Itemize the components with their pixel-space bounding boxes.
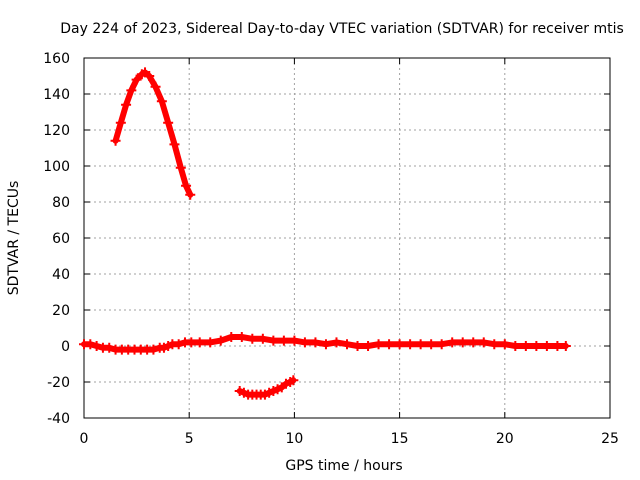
y-tick-label: -20 — [47, 375, 70, 391]
data-point — [278, 335, 289, 346]
data-point — [156, 96, 167, 107]
y-tick-label: 80 — [52, 195, 70, 211]
data-point — [310, 337, 321, 348]
data-point — [384, 339, 395, 350]
data-point — [457, 337, 468, 348]
data-point — [363, 341, 374, 351]
data-point — [541, 341, 552, 351]
data-point — [405, 339, 416, 350]
data-point — [320, 339, 331, 350]
data-point — [104, 342, 115, 353]
x-tick-label: 5 — [185, 431, 194, 447]
data-point — [342, 339, 352, 350]
data-point — [447, 337, 458, 348]
data-point — [520, 341, 531, 351]
data-point — [186, 337, 197, 348]
data-point — [226, 332, 237, 342]
x-tick-label: 20 — [496, 431, 514, 447]
data-point — [373, 339, 384, 350]
data-point — [215, 335, 226, 346]
data-point — [289, 335, 300, 346]
data-point — [236, 332, 247, 342]
y-axis-label: SDTVAR / TECUs — [6, 181, 22, 296]
data-point — [185, 189, 196, 200]
x-tick-label: 0 — [80, 431, 89, 447]
y-tick-label: -40 — [47, 411, 70, 427]
data-point — [181, 180, 192, 191]
data-point — [426, 339, 437, 350]
data-point — [148, 344, 159, 355]
data-point — [150, 81, 161, 92]
x-tick-label: 25 — [601, 431, 619, 447]
x-axis-label: GPS time / hours — [285, 458, 402, 474]
data-point — [510, 341, 521, 351]
series-layer — [79, 67, 571, 400]
ticks: 0 5 10 15 20 25 -40 -20 0 20 40 60 80 100 120 140 160 — [43, 51, 619, 447]
data-point — [268, 335, 279, 346]
data-point — [169, 139, 180, 150]
data-point — [173, 339, 184, 350]
data-point — [91, 341, 102, 351]
data-point — [352, 341, 363, 351]
data-point — [144, 71, 155, 81]
y-tick-label: 120 — [43, 123, 70, 139]
chart-title: Day 224 of 2023, Sidereal Day-to-day VTE… — [60, 21, 624, 37]
data-point — [194, 337, 205, 348]
data-point — [478, 337, 489, 348]
data-point — [468, 337, 479, 348]
series-arc-2 — [79, 332, 571, 355]
data-point — [131, 74, 142, 85]
data-point — [115, 117, 126, 128]
y-tick-label: 100 — [43, 159, 70, 175]
y-tick-label: 60 — [52, 231, 70, 247]
data-point — [552, 341, 563, 351]
y-tick-label: 20 — [52, 303, 70, 319]
data-point — [499, 339, 510, 350]
data-point — [415, 339, 426, 350]
data-point — [489, 339, 500, 350]
data-point — [288, 375, 299, 386]
data-point — [121, 99, 132, 110]
data-point — [299, 337, 310, 348]
series-arc-1 — [110, 67, 196, 200]
grid — [84, 58, 610, 418]
y-tick-label: 160 — [43, 51, 70, 67]
y-tick-label: 0 — [61, 339, 70, 355]
data-point — [436, 339, 447, 350]
data-point — [257, 333, 268, 344]
x-tick-label: 15 — [391, 431, 409, 447]
data-point — [394, 339, 405, 350]
data-point — [126, 85, 137, 96]
y-tick-label: 40 — [52, 267, 70, 283]
data-point — [205, 337, 216, 348]
data-point — [531, 341, 542, 351]
data-point — [560, 341, 571, 351]
series-arc-3 — [234, 375, 299, 400]
data-point — [163, 117, 174, 128]
data-point — [247, 333, 258, 344]
data-point — [110, 135, 121, 146]
data-point — [85, 339, 96, 350]
x-tick-label: 10 — [285, 431, 303, 447]
data-point — [175, 162, 186, 173]
y-tick-label: 140 — [43, 87, 70, 103]
data-point — [331, 337, 342, 348]
